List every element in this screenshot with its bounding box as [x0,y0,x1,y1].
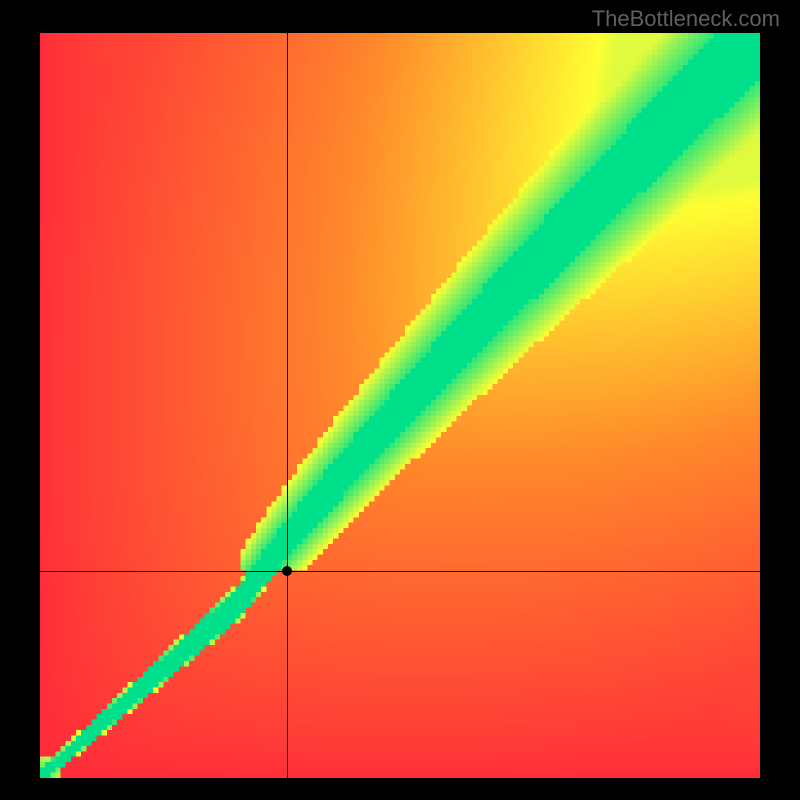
watermark-text: TheBottleneck.com [592,6,780,32]
crosshair-vertical [287,33,288,778]
heatmap-canvas [40,33,760,778]
bottleneck-heatmap [40,33,760,778]
crosshair-horizontal [40,571,760,572]
crosshair-marker-dot [282,566,292,576]
